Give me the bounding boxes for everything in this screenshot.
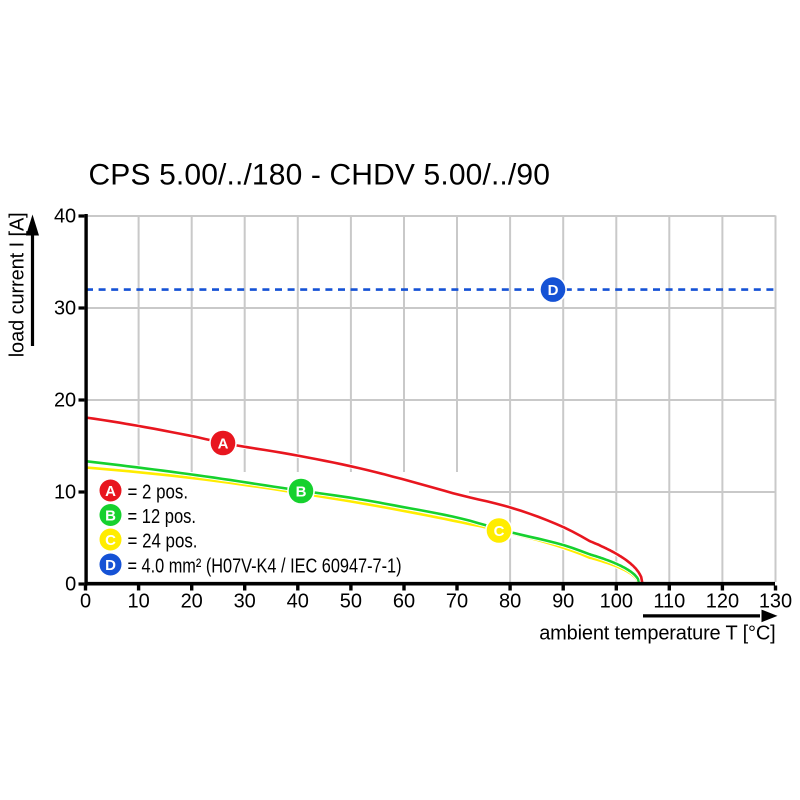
svg-text:0: 0 (80, 591, 91, 613)
svg-text:= 4.0 mm² (H07V-K4 / IEC 60947: = 4.0 mm² (H07V-K4 / IEC 60947-7-1) (128, 556, 402, 578)
svg-text:A: A (105, 483, 116, 500)
svg-text:CPS 5.00/../180 - CHDV 5.00/..: CPS 5.00/../180 - CHDV 5.00/../90 (89, 159, 551, 192)
svg-text:B: B (296, 484, 307, 501)
svg-text:110: 110 (653, 591, 685, 613)
svg-text:30: 30 (54, 298, 76, 320)
svg-text:A: A (218, 436, 229, 453)
svg-text:70: 70 (446, 591, 468, 613)
svg-text:20: 20 (181, 591, 203, 613)
svg-text:= 2 pos.: = 2 pos. (128, 482, 189, 504)
svg-text:30: 30 (234, 591, 256, 613)
svg-text:50: 50 (340, 591, 362, 613)
svg-text:10: 10 (54, 482, 76, 504)
svg-text:D: D (105, 557, 116, 574)
svg-text:130: 130 (759, 591, 792, 613)
svg-text:= 24 pos.: = 24 pos. (128, 531, 198, 553)
svg-text:80: 80 (499, 591, 521, 613)
svg-text:ambient temperature T [°C]: ambient temperature T [°C] (539, 623, 775, 645)
svg-text:D: D (548, 282, 559, 299)
svg-text:60: 60 (393, 591, 415, 613)
svg-text:B: B (105, 508, 116, 525)
svg-text:C: C (105, 532, 116, 549)
svg-text:10: 10 (127, 591, 149, 613)
svg-text:C: C (494, 523, 505, 540)
svg-text:40: 40 (54, 206, 76, 228)
svg-text:120: 120 (706, 591, 739, 613)
svg-text:20: 20 (54, 390, 76, 412)
svg-text:100: 100 (600, 591, 633, 613)
svg-text:90: 90 (552, 591, 574, 613)
svg-text:load current I [A]: load current I [A] (6, 212, 28, 357)
svg-text:0: 0 (65, 574, 76, 596)
svg-text:40: 40 (287, 591, 309, 613)
svg-text:= 12 pos.: = 12 pos. (128, 506, 197, 528)
